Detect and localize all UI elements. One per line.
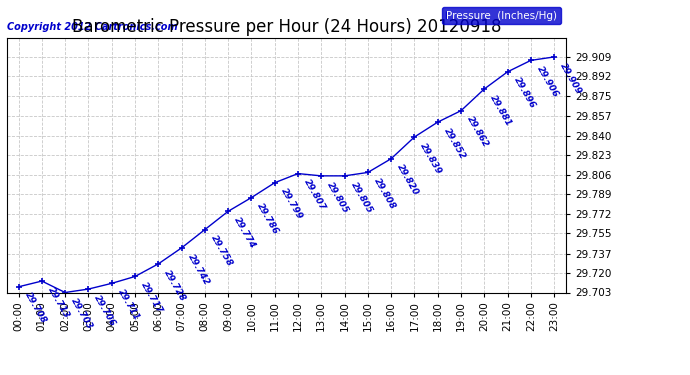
Text: 29.881: 29.881 xyxy=(489,93,513,128)
Text: 29.717: 29.717 xyxy=(139,280,164,315)
Text: 29.728: 29.728 xyxy=(162,268,188,303)
Text: 29.799: 29.799 xyxy=(279,187,304,221)
Text: 29.805: 29.805 xyxy=(326,180,351,214)
Text: 29.896: 29.896 xyxy=(512,76,537,111)
Text: 29.852: 29.852 xyxy=(442,126,467,161)
Text: 29.758: 29.758 xyxy=(209,234,234,268)
Text: 29.786: 29.786 xyxy=(255,202,281,236)
Text: Copyright 2012 Cartronics.com: Copyright 2012 Cartronics.com xyxy=(7,22,177,32)
Text: 29.774: 29.774 xyxy=(233,216,257,250)
Text: 29.706: 29.706 xyxy=(92,293,118,328)
Text: 29.703: 29.703 xyxy=(69,297,95,331)
Text: 29.906: 29.906 xyxy=(535,64,560,99)
Text: 29.808: 29.808 xyxy=(372,177,397,211)
Text: 29.711: 29.711 xyxy=(116,288,141,322)
Text: 29.742: 29.742 xyxy=(186,252,211,286)
Legend: Pressure  (Inches/Hg): Pressure (Inches/Hg) xyxy=(442,7,560,24)
Text: 29.909: 29.909 xyxy=(558,61,584,96)
Text: 29.713: 29.713 xyxy=(46,285,71,320)
Text: 29.708: 29.708 xyxy=(23,291,48,326)
Text: 29.805: 29.805 xyxy=(348,180,374,214)
Text: 29.807: 29.807 xyxy=(302,178,327,212)
Text: 29.862: 29.862 xyxy=(465,115,491,149)
Text: 29.820: 29.820 xyxy=(395,163,420,197)
Text: 29.839: 29.839 xyxy=(419,141,444,176)
Title: Barometric Pressure per Hour (24 Hours) 20120918: Barometric Pressure per Hour (24 Hours) … xyxy=(72,18,501,36)
